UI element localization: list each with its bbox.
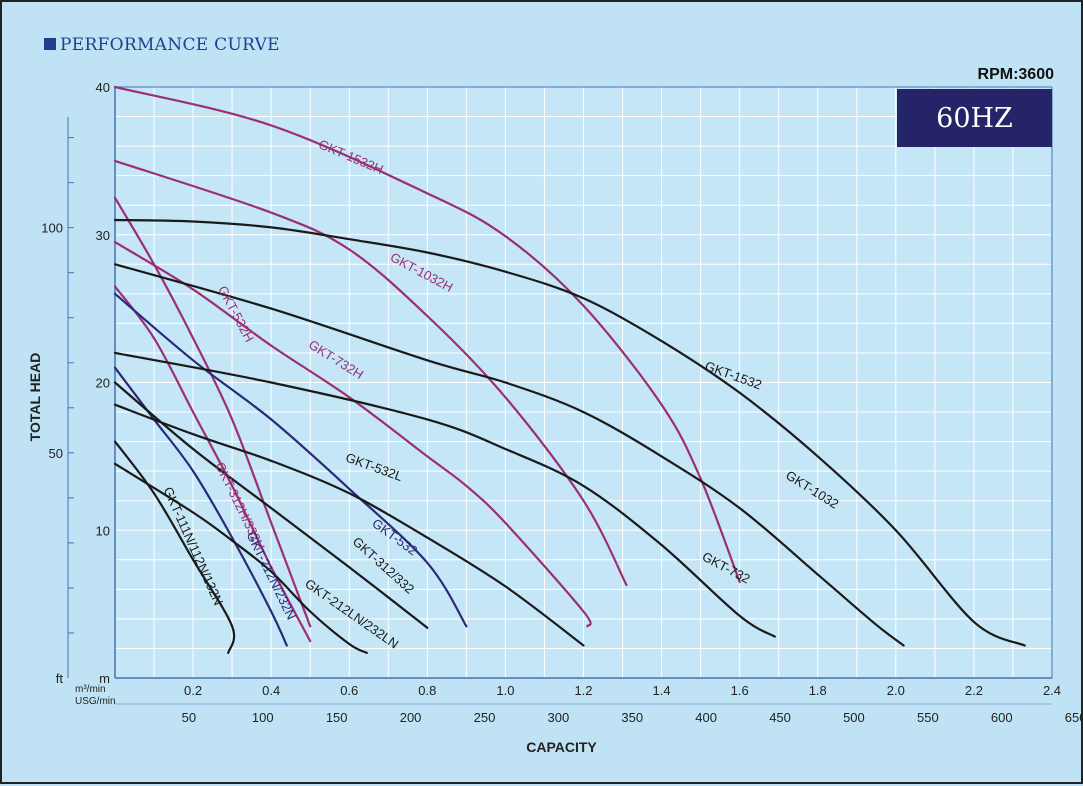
x2-tick-label: 650 (1065, 710, 1083, 725)
x2-tick-label: 200 (400, 710, 422, 725)
x2-tick-label: 50 (182, 710, 196, 725)
x-tick-label: 2.0 (887, 683, 905, 698)
chart-title-text: PERFORMANCE CURVE (60, 35, 280, 55)
x2-tick-label: 150 (326, 710, 348, 725)
curve-gkt-1532h (113, 85, 741, 584)
x-tick-label: 0.6 (340, 683, 358, 698)
x2-tick-label: 500 (843, 710, 865, 725)
x2-tick-label: 400 (695, 710, 717, 725)
x-tick-label: 0.4 (262, 683, 280, 698)
y-axis-label: TOTAL HEAD (27, 353, 43, 442)
x-tick-label: 2.4 (1043, 683, 1061, 698)
rpm-label: RPM:3600 (977, 66, 1054, 83)
y2-unit-label: ft (56, 671, 64, 686)
x2-tick-label: 100 (252, 710, 274, 725)
x-tick-label: 0.2 (184, 683, 202, 698)
x2-tick-label: 600 (991, 710, 1013, 725)
x2-tick-label: 300 (548, 710, 570, 725)
x-tick-label: 1.4 (653, 683, 671, 698)
curve-gkt-532h (113, 196, 312, 628)
x2-tick-label: 250 (474, 710, 496, 725)
curve-gkt-111n-112n-132n (113, 440, 236, 654)
y-tick-label: 30 (96, 228, 110, 243)
curve-gkt-1032 (113, 263, 905, 647)
x2-tick-label: 550 (917, 710, 939, 725)
x2-unit-label: USG/min (75, 696, 116, 707)
x2-tick-label: 350 (621, 710, 643, 725)
frequency-badge: 60HZ (897, 89, 1052, 147)
curve-gkt-1032h (113, 159, 628, 586)
x-tick-label: 1.6 (731, 683, 749, 698)
y-tick-label: 40 (96, 80, 110, 95)
chart-title: PERFORMANCE CURVE (44, 35, 280, 55)
curve-gkt-1532 (113, 218, 1026, 647)
frequency-label: 60HZ (936, 102, 1013, 134)
curve-gkt-732 (113, 351, 776, 638)
curve-gkt-732h (113, 241, 592, 628)
x2-tick-label: 450 (769, 710, 791, 725)
title-square-icon (44, 38, 56, 50)
y2-tick-label: 50 (49, 446, 63, 461)
curve-gkt-532l (113, 403, 585, 647)
x-tick-label: 1.0 (496, 683, 514, 698)
curve-gkt-312-332 (113, 381, 429, 629)
x-tick-label: 1.2 (574, 683, 592, 698)
x-unit-label: m³/min (75, 684, 106, 695)
y-tick-label: 10 (96, 523, 110, 538)
y2-tick-label: 100 (41, 221, 63, 236)
x-tick-label: 0.8 (418, 683, 436, 698)
x-axis-label: CAPACITY (526, 739, 597, 755)
x-tick-label: 1.8 (809, 683, 827, 698)
curve-gkt-532 (113, 292, 468, 628)
y-tick-label: 20 (96, 376, 110, 391)
x-tick-label: 2.2 (965, 683, 983, 698)
y-unit-label: m (99, 671, 110, 686)
curve-gkt-212ln-232ln (113, 462, 368, 654)
